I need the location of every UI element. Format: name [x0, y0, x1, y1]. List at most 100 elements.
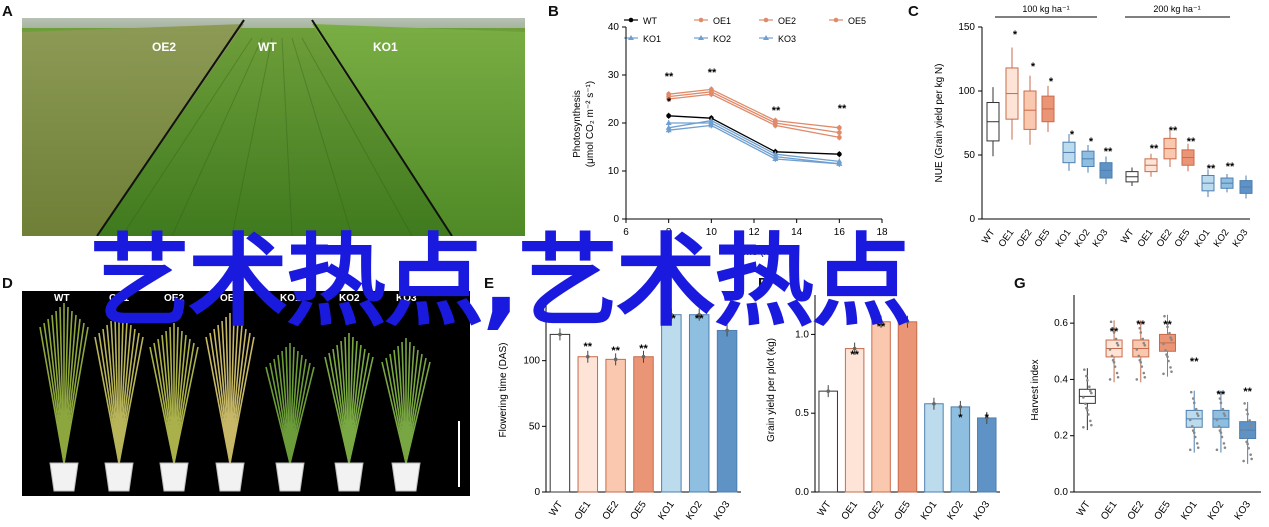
- f-bar-ko3: [977, 417, 997, 493]
- g-xtick-label: OE2: [1126, 499, 1147, 522]
- g-point: [1140, 365, 1144, 368]
- f-point: [852, 346, 857, 351]
- panel-letter-g: G: [1014, 275, 1026, 292]
- f-point: [905, 319, 910, 324]
- panel-letter-e: E: [484, 275, 495, 292]
- g-point: [1249, 453, 1252, 456]
- b-ytick-label: 40: [608, 22, 620, 33]
- plant-wt: [39, 303, 89, 492]
- g-point: [1169, 336, 1172, 339]
- g-point: [1108, 378, 1112, 381]
- c-sig-mark: *: [1031, 61, 1036, 73]
- plant-label-ko2: KO2: [339, 293, 360, 304]
- harvest-index-boxplot: Harvest index 0.00.20.40.6 **** ****** ** …: [1030, 295, 1261, 522]
- g-point: [1083, 368, 1086, 371]
- e-ylabel: Flowering time (DAS): [498, 342, 509, 437]
- g-point: [1167, 359, 1170, 363]
- e-bar-oe1: [577, 356, 599, 493]
- b-xtick-label: 16: [834, 227, 846, 238]
- g-point: [1135, 378, 1139, 381]
- g-point: [1137, 354, 1141, 358]
- b-series-line-ko3: [668, 124, 840, 165]
- g-point: [1165, 353, 1168, 356]
- g-point: [1112, 331, 1116, 334]
- f-xtick-label: WT: [816, 499, 834, 518]
- c-xtick-label: KO3: [1231, 227, 1251, 249]
- f-sig-mark: **: [877, 321, 886, 333]
- b-legend-label: OE1: [713, 16, 731, 26]
- b-legend-label: OE2: [778, 16, 796, 26]
- g-point: [1138, 326, 1142, 330]
- plant-oe1: [94, 313, 144, 492]
- g-point: [1242, 429, 1245, 433]
- g-point: [1195, 442, 1199, 445]
- g-point: [1250, 457, 1253, 461]
- f-bar-oe1: [844, 348, 865, 493]
- plants-photo: [22, 291, 470, 496]
- b-sig-5: **: [838, 103, 847, 115]
- g-ylabel: Harvest index: [1030, 359, 1041, 420]
- pot: [275, 462, 305, 492]
- g-sig-mark: **: [1110, 326, 1119, 338]
- field-label-oe2: OE2: [152, 40, 177, 54]
- plant-ko1: [265, 343, 315, 492]
- g-point: [1244, 436, 1247, 439]
- g-point: [1086, 379, 1089, 382]
- e-sig-mark: **: [611, 345, 620, 357]
- b-legend-marker: [833, 17, 839, 23]
- c-sig-mark: **: [1187, 136, 1196, 148]
- f-sig-mark: *: [985, 412, 990, 424]
- g-point: [1136, 320, 1140, 324]
- plant-label-wt: WT: [54, 293, 70, 304]
- g-xtick-label: OE5: [1152, 499, 1173, 522]
- g-point: [1090, 423, 1093, 427]
- g-point: [1248, 419, 1251, 422]
- b-xtick-label: 18: [876, 227, 888, 238]
- g-point: [1111, 358, 1115, 362]
- f-sig-mark: **: [850, 349, 859, 361]
- grain-yield-bar-chart: Grain yield per plot (kg) 0.00.51.0 ****…: [766, 295, 1000, 522]
- c-xtick-label: KO1: [1193, 227, 1213, 249]
- b-legend-label: WT: [643, 16, 657, 26]
- g-point: [1166, 355, 1169, 359]
- b-legend-marker: [698, 35, 704, 40]
- e-point: [669, 312, 674, 317]
- f-sig-mark: *: [958, 412, 963, 424]
- g-point: [1168, 331, 1171, 335]
- g-point: [1250, 425, 1253, 429]
- f-point: [879, 319, 883, 324]
- g-xtick-label: OE1: [1099, 499, 1120, 522]
- c-sig-mark: *: [1049, 76, 1054, 88]
- b-point: [772, 156, 779, 161]
- b-legend-marker: [698, 17, 704, 23]
- g-point: [1087, 413, 1090, 416]
- g-point: [1215, 418, 1219, 422]
- field-label-wt: WT: [258, 40, 277, 54]
- g-point: [1135, 348, 1139, 351]
- g-point: [1221, 407, 1225, 411]
- e-sig-mark: **: [667, 313, 676, 325]
- b-point: [708, 91, 714, 97]
- b-legend-marker: [628, 17, 634, 23]
- b-ytick-label: 30: [608, 70, 620, 81]
- g-point: [1082, 396, 1085, 399]
- g-point: [1166, 325, 1169, 329]
- g-point: [1170, 370, 1173, 373]
- c-ytick-label: 100: [958, 86, 975, 97]
- plant-label-oe1: OE1: [109, 293, 130, 304]
- e-xtick-label: OE2: [601, 499, 622, 522]
- plant-label-ko3: KO3: [396, 293, 417, 304]
- plant-ko3: [381, 338, 431, 492]
- g-point: [1191, 397, 1195, 400]
- f-xtick-label: OE1: [840, 499, 861, 522]
- g-point: [1113, 365, 1117, 368]
- g-point: [1116, 343, 1120, 347]
- e-ytick-label: 50: [529, 421, 541, 432]
- panel-letter-b: B: [548, 3, 559, 20]
- c-group-100: 100 kg ha⁻¹: [1022, 4, 1069, 14]
- e-sig-mark: **: [584, 341, 593, 353]
- e-bar-oe5: [633, 356, 654, 493]
- b-legend-label: KO3: [778, 34, 796, 44]
- b-xtick-label: 6: [623, 227, 629, 238]
